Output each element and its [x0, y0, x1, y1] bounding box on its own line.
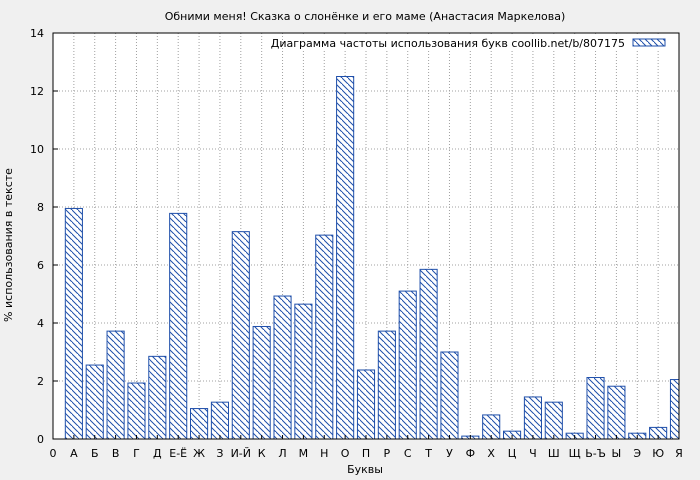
- x-tick-label: Н: [320, 447, 328, 460]
- bar-Б: [85, 364, 104, 440]
- x-axis-ticks: 0 А Б В Г Д Е-Ё Ж З И-Й К Л М Н О П Р С Т У Ф Х Ц Ч Ш Щ Ь-Ъ Ы Э Ю Я: [50, 435, 683, 460]
- x-tick-label: С: [404, 447, 412, 460]
- bar-О: [336, 76, 355, 440]
- x-tick-label: М: [299, 447, 309, 460]
- bar-Л: [273, 295, 292, 440]
- legend-label: Диаграмма частоты использования букв coo…: [271, 37, 625, 50]
- y-tick-label: 0: [37, 433, 44, 446]
- x-tick-label: Т: [424, 447, 432, 460]
- x-tick-label: И-Й: [231, 447, 251, 460]
- x-tick-label: Б: [91, 447, 99, 460]
- bar-Ш: [544, 401, 563, 440]
- x-tick-label: О: [341, 447, 350, 460]
- x-tick-label: 0: [50, 447, 57, 460]
- bar-К: [252, 325, 271, 440]
- y-tick-label: 6: [37, 259, 44, 272]
- bar-Д: [148, 355, 167, 440]
- bar-Ы: [607, 385, 626, 440]
- bar-Р: [377, 330, 396, 440]
- bar-Н: [315, 234, 334, 440]
- bar-М: [294, 303, 313, 440]
- bar-У: [440, 351, 459, 440]
- legend-swatch: [632, 38, 666, 47]
- x-tick-label: Г: [133, 447, 140, 460]
- x-tick-label: П: [362, 447, 370, 460]
- x-tick-label: Э: [633, 447, 641, 460]
- x-tick-label: Ю: [652, 447, 664, 460]
- y-tick-label: 4: [37, 317, 44, 330]
- y-axis-ticks: 0 2 4 6 8 10 12 14: [30, 27, 58, 446]
- x-tick-label: Ч: [529, 447, 537, 460]
- bar-И-Й: [231, 231, 250, 440]
- bar-С: [398, 290, 417, 440]
- bar-Ж: [190, 408, 209, 440]
- x-tick-label: А: [70, 447, 78, 460]
- x-tick-label: Е-Ё: [169, 447, 187, 460]
- x-tick-label: Ц: [508, 447, 517, 460]
- bar-Т: [419, 268, 438, 440]
- bar-П: [356, 369, 376, 440]
- x-tick-label: Ф: [466, 447, 475, 460]
- x-tick-label: Ш: [548, 447, 560, 460]
- y-tick-label: 8: [37, 201, 44, 214]
- x-tick-label: Л: [278, 447, 286, 460]
- bar-В: [106, 330, 125, 440]
- bar-Е-Ё: [169, 212, 188, 440]
- x-tick-label: Я: [675, 447, 683, 460]
- x-tick-label: Ы: [612, 447, 622, 460]
- chart-title: Обними меня! Сказка о слонёнке и его мам…: [165, 10, 566, 23]
- legend: Диаграмма частоты использования букв coo…: [271, 35, 675, 50]
- x-tick-label: В: [112, 447, 120, 460]
- x-tick-label: Ж: [193, 447, 205, 460]
- x-tick-label: К: [258, 447, 266, 460]
- x-tick-label: Ь-Ъ: [585, 447, 606, 460]
- x-tick-label: Д: [153, 447, 162, 460]
- y-tick-label: 12: [30, 85, 44, 98]
- bar-А: [64, 207, 83, 440]
- x-tick-label: З: [216, 447, 223, 460]
- bar-З: [210, 401, 229, 440]
- y-tick-label: 10: [30, 143, 44, 156]
- x-tick-label: Р: [384, 447, 391, 460]
- bar-Ч: [523, 396, 542, 440]
- legend-background: [283, 35, 675, 50]
- bar-Ь-Ъ: [586, 377, 605, 440]
- y-axis-label: % использования в тексте: [2, 168, 15, 322]
- y-tick-label: 2: [37, 375, 44, 388]
- y-tick-label: 14: [30, 27, 44, 40]
- x-axis-label: Буквы: [347, 463, 383, 476]
- x-tick-label: Х: [487, 447, 495, 460]
- bar-Я: [669, 379, 680, 440]
- bar-Г: [127, 382, 146, 440]
- x-tick-label: У: [446, 447, 453, 460]
- x-tick-label: Щ: [569, 447, 581, 460]
